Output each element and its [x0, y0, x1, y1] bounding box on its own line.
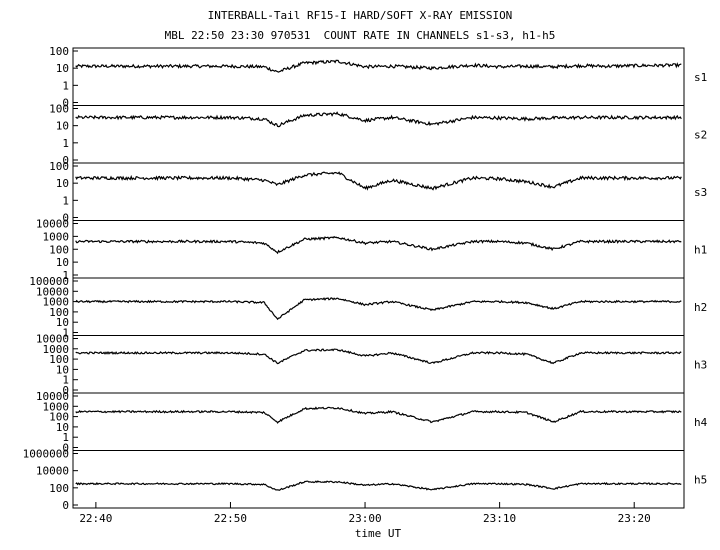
- y-tick-label-h5: 10000: [36, 465, 69, 478]
- y-tick-label-h1: 1: [62, 269, 69, 282]
- y-tick-label-h1: 10000: [36, 218, 69, 231]
- series-line-s1: [75, 59, 682, 73]
- y-tick-label-h4: 1000: [43, 400, 70, 413]
- y-tick-label-h5: 0: [62, 499, 69, 512]
- panel-frame-h1: [72, 220, 685, 279]
- panel-name-h3: h3: [694, 358, 707, 371]
- series-line-h5: [75, 480, 682, 491]
- y-tick-label-h2: 10000: [36, 285, 69, 298]
- x-tick-label: 23:10: [483, 512, 516, 525]
- panel-frame-h5: [72, 450, 685, 509]
- panel-name-s1: s1: [694, 71, 707, 84]
- y-tick-label-h3: 0: [62, 384, 69, 397]
- x-tick-label: 22:40: [79, 512, 112, 525]
- chart-title: INTERBALL-Tail RF15-I HARD/SOFT X-RAY EM…: [207, 9, 513, 22]
- panel-frame-h4: [72, 392, 685, 451]
- y-tick-label-s3: 0: [62, 212, 69, 225]
- y-tick-label-h1: 10: [56, 256, 69, 269]
- panel-name-h4: h4: [694, 416, 708, 429]
- series-line-h4: [75, 406, 682, 424]
- panel-name-h5: h5: [694, 473, 707, 486]
- series-line-s3: [75, 171, 682, 191]
- y-tick-label-h2: 1000: [43, 296, 70, 309]
- y-tick-label-h5: 1000000: [23, 448, 69, 461]
- y-tick-label-s1: 100: [49, 45, 69, 58]
- y-tick-label-h4: 100: [49, 411, 69, 424]
- y-tick-label-s3: 10: [56, 177, 69, 190]
- y-tick-label-h4: 10000: [36, 390, 69, 403]
- panels-group: 1001010s11001010s21001010s31000010001001…: [23, 45, 708, 512]
- y-tick-label-h4: 0: [62, 442, 69, 455]
- x-axis-label: time UT: [355, 527, 402, 540]
- y-tick-label-s2: 1: [62, 137, 69, 150]
- panel-h5: 1000000 10000 100 0 h5: [23, 448, 708, 513]
- y-tick-label-h1: 1000: [43, 230, 70, 243]
- y-tick-label-h2: 10: [56, 316, 69, 329]
- y-tick-label-h3: 100: [49, 353, 69, 366]
- panel-name-s2: s2: [694, 128, 707, 141]
- y-tick-label-s2: 100: [49, 103, 69, 116]
- panel-frame-s3: [72, 162, 685, 221]
- x-tick-label: 23:00: [348, 512, 381, 525]
- panel-frame-h2: [72, 277, 685, 336]
- x-tick-label: 23:20: [618, 512, 651, 525]
- panel-name-h1: h1: [694, 243, 707, 256]
- y-tick-label-h1: 100: [49, 243, 69, 256]
- y-tick-label-h2: 100: [49, 306, 69, 319]
- chart-subtitle: MBL 22:50 23:30 970531 COUNT RATE IN CHA…: [164, 29, 556, 42]
- x-tick-label: 22:50: [214, 512, 247, 525]
- series-line-h3: [75, 348, 682, 365]
- y-tick-label-s3: 1: [62, 194, 69, 207]
- y-tick-label-h2: 1: [62, 327, 69, 340]
- y-tick-label-h5: 100: [49, 482, 69, 495]
- y-tick-label-h4: 1: [62, 431, 69, 444]
- series-line-h1: [75, 235, 682, 255]
- y-tick-label-s2: 0: [62, 154, 69, 167]
- y-tick-label-s1: 10: [56, 62, 69, 75]
- panel-name-s3: s3: [694, 186, 707, 199]
- y-tick-label-h4: 10: [56, 421, 69, 434]
- y-tick-label-s1: 1: [62, 79, 69, 92]
- y-tick-label-h3: 10000: [36, 333, 69, 346]
- y-tick-label-s1: 0: [62, 97, 69, 110]
- panel-frame-h3: [72, 335, 685, 394]
- series-line-h2: [75, 297, 682, 321]
- y-tick-label-h3: 1: [62, 374, 69, 387]
- panel-frame-s2: [72, 105, 685, 164]
- panel-name-h2: h2: [694, 301, 707, 314]
- y-tick-label-s2: 10: [56, 120, 69, 133]
- y-tick-label-h3: 10: [56, 363, 69, 376]
- y-tick-label-h3: 1000: [43, 343, 70, 356]
- y-tick-label-h2: 100000: [29, 275, 69, 288]
- panel-frame-s1: [72, 47, 685, 106]
- y-tick-label-s3: 100: [49, 160, 69, 173]
- series-line-s2: [75, 111, 682, 128]
